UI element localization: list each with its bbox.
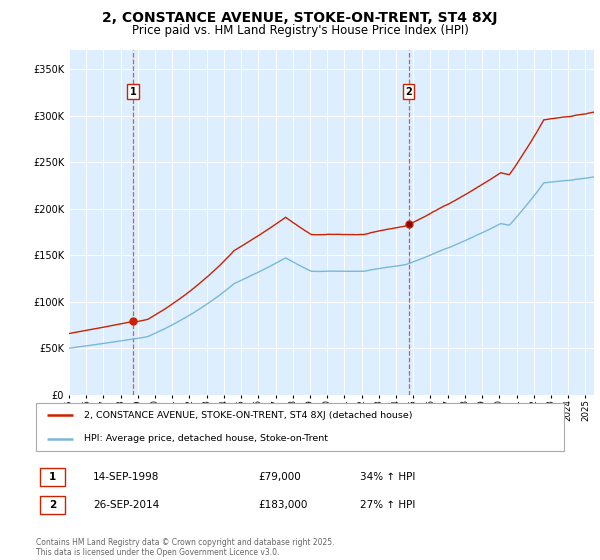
Text: 2: 2	[405, 87, 412, 97]
Text: 26-SEP-2014: 26-SEP-2014	[93, 500, 159, 510]
Text: 2: 2	[49, 500, 56, 510]
Text: 1: 1	[130, 87, 136, 97]
Text: £79,000: £79,000	[258, 472, 301, 482]
FancyBboxPatch shape	[40, 468, 65, 486]
Text: 27% ↑ HPI: 27% ↑ HPI	[360, 500, 415, 510]
Text: Price paid vs. HM Land Registry's House Price Index (HPI): Price paid vs. HM Land Registry's House …	[131, 24, 469, 36]
Text: HPI: Average price, detached house, Stoke-on-Trent: HPI: Average price, detached house, Stok…	[83, 435, 328, 444]
Text: 1: 1	[49, 472, 56, 482]
Text: Contains HM Land Registry data © Crown copyright and database right 2025.
This d: Contains HM Land Registry data © Crown c…	[36, 538, 335, 557]
Text: 2, CONSTANCE AVENUE, STOKE-ON-TRENT, ST4 8XJ (detached house): 2, CONSTANCE AVENUE, STOKE-ON-TRENT, ST4…	[83, 410, 412, 419]
Text: 14-SEP-1998: 14-SEP-1998	[93, 472, 160, 482]
Text: £183,000: £183,000	[258, 500, 307, 510]
Text: 34% ↑ HPI: 34% ↑ HPI	[360, 472, 415, 482]
FancyBboxPatch shape	[40, 496, 65, 514]
FancyBboxPatch shape	[36, 403, 564, 451]
Text: 2, CONSTANCE AVENUE, STOKE-ON-TRENT, ST4 8XJ: 2, CONSTANCE AVENUE, STOKE-ON-TRENT, ST4…	[102, 11, 498, 25]
